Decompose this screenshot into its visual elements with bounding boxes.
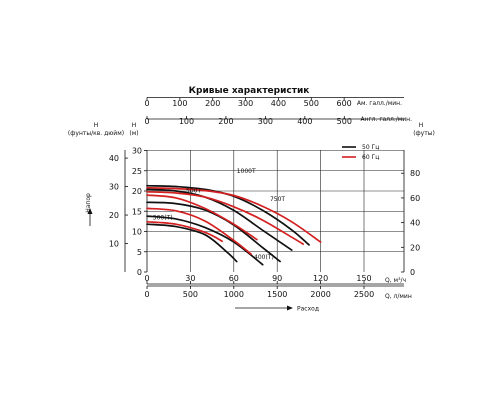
right-axis-ft-tick-label-0: 0 <box>410 268 415 277</box>
top-axis-am-gpm-tick-label-6: 600 <box>337 99 352 108</box>
legend-label-60hz: 60 Гц <box>362 154 379 161</box>
legend-label-50hz: 50 Гц <box>362 144 379 151</box>
curve-label-4: 400(T) <box>254 254 274 261</box>
bottom-axis-m3h-tick-label-5: 150 <box>356 274 371 283</box>
top-axis-brit-gpm-tick-label-2: 200 <box>218 117 233 126</box>
bottom-axis-lpm-tick-label-4: 2000 <box>310 290 330 299</box>
bottom-axis-lpm-unit: Q, л/мин <box>385 293 412 300</box>
bottom-axis-lpm-tick-label-0: 0 <box>144 290 149 299</box>
top-axis-am-gpm-tick-label-1: 100 <box>172 99 187 108</box>
bottom-axis-lpm-tick-label-2: 1000 <box>224 290 244 299</box>
left-axis-psi-unit: (фунты/кв. дюйм) <box>68 130 124 137</box>
curve-label-1: 750T <box>270 196 285 203</box>
top-axis-am-gpm-tick-label-3: 300 <box>238 99 253 108</box>
top-axis-brit-gpm-tick-label-1: 100 <box>179 117 194 126</box>
right-axis-ft-tick-label-4: 80 <box>410 169 420 178</box>
left-axis-m-tick-label-1: 5 <box>137 248 142 257</box>
curve-300-t-60-гц <box>146 220 224 243</box>
bottom-axis-m3h-tick-label-2: 60 <box>229 274 239 283</box>
right-axis-ft: 0 20 40 60 80 <box>401 169 420 277</box>
legend: 50 Гц 60 Гц <box>342 144 379 161</box>
head-caption-group: Напор <box>85 193 92 213</box>
flow-arrow-head <box>287 305 293 311</box>
left-axis-m-tick-label-5: 25 <box>132 167 142 176</box>
bottom-axis-m3h-tick-label-3: 90 <box>272 274 282 283</box>
right-axis-unit: (футы) <box>413 130 435 137</box>
right-axis-ft-tick-label-2: 40 <box>410 219 420 228</box>
bottom-axis-m3h-tick-label-1: 30 <box>185 274 195 283</box>
top-axis-am-gpm: 0 100 200 300 400 500 600 <box>144 97 352 108</box>
right-axis-unit-symbol: H <box>419 122 424 129</box>
curve-label-3: 300(T) <box>153 214 173 221</box>
head-caption: Напор <box>85 193 92 213</box>
bottom-axis-lpm: 0 500 1000 1500 2000 2500 <box>144 286 374 299</box>
right-axis-ft-tick-label-1: 20 <box>410 243 420 252</box>
plot-grid <box>147 150 404 272</box>
left-axis-psi-tick-label-1: 20 <box>109 211 119 220</box>
bottom-axis-m3h-unit: Q, м³/ч <box>385 277 406 284</box>
top-axis-brit-gpm-unit: Англ. галл./мин. <box>360 116 412 123</box>
top-axis-am-gpm-tick-label-2: 200 <box>205 99 220 108</box>
curve-400-t-50-гц <box>146 215 264 266</box>
curve-label-2: 500T <box>186 188 201 195</box>
left-axis-m-tick-label-2: 10 <box>132 228 142 237</box>
left-axis-m: 0 5 10 15 20 25 30 <box>132 147 147 277</box>
top-axis-am-gpm-tick-label-5: 500 <box>304 99 319 108</box>
curve-labels: 1000T 750T 500T 300(T) 400(T) <box>153 168 286 261</box>
curve-750t-50-гц <box>146 188 293 251</box>
top-axis-brit-gpm: 0 100 200 300 400 500 <box>144 116 352 126</box>
bottom-axis-m3h-tick-label-0: 0 <box>144 274 149 283</box>
right-axis-ft-tick-label-3: 60 <box>410 194 420 203</box>
left-axis-psi-tick-label-0: 10 <box>109 240 119 249</box>
curve-500t-60-гц <box>146 194 258 241</box>
top-axis-am-gpm-tick-label-4: 400 <box>271 99 286 108</box>
curve-300-t-50-гц <box>146 223 238 263</box>
top-axis-am-gpm-tick-label-0: 0 <box>144 99 149 108</box>
curve-1000t-60-гц <box>146 186 322 243</box>
top-axis-brit-gpm-tick-label-4: 400 <box>297 117 312 126</box>
left-axis-m-unit-symbol: H <box>132 122 137 129</box>
curve-label-0: 1000T <box>237 168 256 175</box>
curve-750t-60-гц <box>146 190 305 245</box>
bottom-axis-m3h: 0 30 60 90 120 150 <box>144 274 372 284</box>
curve-400-t-60-гц <box>146 207 253 256</box>
left-axis-m-tick-label-3: 15 <box>132 207 142 216</box>
left-axis-m-tick-label-0: 0 <box>137 268 142 277</box>
chart-title: Кривые характеристик <box>189 86 310 96</box>
head-arrow-head <box>87 208 93 214</box>
top-axis-brit-gpm-tick-label-3: 300 <box>258 117 273 126</box>
performance-curves <box>146 184 322 266</box>
left-axis-psi-tick-label-2: 30 <box>109 183 119 192</box>
top-axis-brit-gpm-tick-label-5: 500 <box>337 117 352 126</box>
left-axis-psi: 10 20 30 40 <box>109 154 128 249</box>
flow-caption: Расход <box>297 306 319 313</box>
bottom-axis-lpm-tick-label-1: 500 <box>183 290 198 299</box>
left-axis-m-tick-label-6: 30 <box>132 147 142 156</box>
bottom-axis-lpm-tick-label-5: 2500 <box>354 290 374 299</box>
left-axis-psi-unit-symbol: H <box>94 122 99 129</box>
top-axis-brit-gpm-tick-label-0: 0 <box>144 117 149 126</box>
bottom-axis-lpm-tick-label-3: 1500 <box>267 290 287 299</box>
bottom-axis-m3h-tick-label-4: 120 <box>313 274 328 283</box>
left-axis-m-tick-label-4: 20 <box>132 187 142 196</box>
left-axis-m-unit: (м) <box>129 130 138 137</box>
top-axis-am-gpm-unit: Ам. галл./мин. <box>357 100 402 107</box>
left-axis-psi-tick-label-3: 40 <box>109 154 119 163</box>
